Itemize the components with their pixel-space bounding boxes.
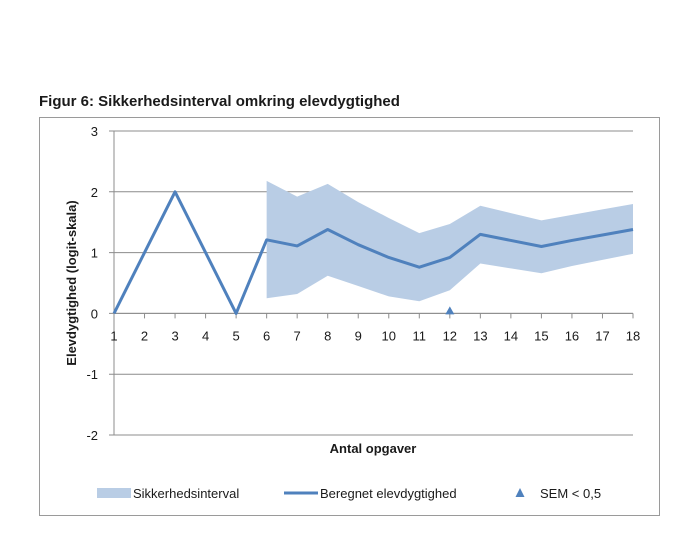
y-tick-label: 3 bbox=[91, 124, 98, 139]
confidence-band bbox=[266, 180, 633, 302]
x-tick-labels: 1 2 3 4 5 6 7 8 9 10 11 12 13 14 15 16 17 18 bbox=[110, 328, 640, 343]
y-tick-label: 2 bbox=[91, 185, 98, 200]
y-tick-labels: -2 -1 0 1 2 3 bbox=[86, 124, 98, 443]
legend-marker-swatch bbox=[515, 488, 525, 497]
sem-marker bbox=[445, 306, 455, 315]
x-tick-label: 7 bbox=[294, 328, 301, 343]
chart-frame bbox=[39, 117, 660, 516]
x-tick-label: 9 bbox=[355, 328, 362, 343]
x-tick-label: 4 bbox=[202, 328, 209, 343]
series-lines bbox=[112, 190, 634, 315]
x-tick-label: 5 bbox=[233, 328, 240, 343]
y-tick-label: 0 bbox=[91, 306, 98, 321]
x-tick-label: 10 bbox=[382, 328, 396, 343]
y-tick-label: 1 bbox=[91, 246, 98, 261]
x-tick-label: 13 bbox=[473, 328, 487, 343]
legend-line-label: Beregnet elevdygtighed bbox=[320, 486, 457, 501]
x-tick-label: 18 bbox=[626, 328, 640, 343]
x-tick-label: 16 bbox=[565, 328, 579, 343]
x-tick-label: 14 bbox=[504, 328, 518, 343]
x-axis-label: Antal opgaver bbox=[330, 441, 417, 456]
y-axis-label: Elevdygtighed (logit-skala) bbox=[64, 200, 79, 365]
legend-band-swatch bbox=[97, 488, 131, 498]
x-tick-label: 8 bbox=[324, 328, 331, 343]
series-markers bbox=[445, 306, 455, 315]
confidence-band-area bbox=[266, 180, 633, 302]
legend: Sikkerhedsinterval Beregnet elevdygtighe… bbox=[97, 486, 601, 501]
x-axis bbox=[113, 312, 634, 319]
x-tick-label: 15 bbox=[534, 328, 548, 343]
x-tick-label: 12 bbox=[443, 328, 457, 343]
x-tick-label: 6 bbox=[263, 328, 270, 343]
x-tick-label: 1 bbox=[110, 328, 117, 343]
legend-band-label: Sikkerhedsinterval bbox=[133, 486, 239, 501]
legend-marker-label: SEM < 0,5 bbox=[540, 486, 601, 501]
figure-title: Figur 6: Sikkerhedsinterval omkring elev… bbox=[39, 93, 400, 110]
x-tick-label: 3 bbox=[171, 328, 178, 343]
y-tick-label: -1 bbox=[86, 367, 98, 382]
y-tick-label: -2 bbox=[86, 428, 98, 443]
ability-line bbox=[112, 190, 634, 315]
x-tick-label: 2 bbox=[141, 328, 148, 343]
x-tick-label: 17 bbox=[595, 328, 609, 343]
x-tick-label: 11 bbox=[413, 328, 427, 343]
